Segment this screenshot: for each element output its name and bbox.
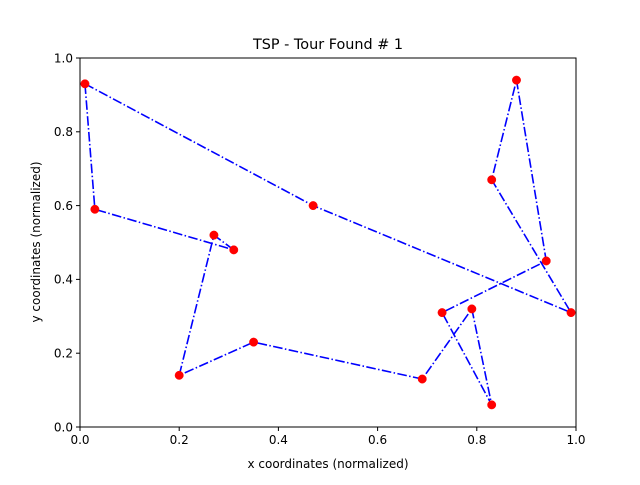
y-tick-label: 0.6: [54, 199, 73, 213]
plot-frame: [79, 57, 577, 428]
y-tick-label: 1.0: [54, 51, 73, 65]
x-tick-label: 1.0: [566, 433, 585, 447]
city-point: [512, 75, 521, 85]
x-tick-label: 0.8: [467, 433, 486, 447]
city-point: [174, 370, 184, 380]
x-tick-label: 0.6: [368, 433, 387, 447]
city-point: [209, 230, 219, 240]
y-axis-label: y coordinates (normalized): [29, 161, 43, 322]
y-tick-label: 0.4: [54, 273, 73, 287]
city-point: [90, 204, 100, 214]
x-axis-label: x coordinates (normalized): [247, 457, 408, 471]
chart-title: TSP - Tour Found # 1: [252, 37, 403, 53]
city-point: [437, 308, 447, 318]
city-point: [308, 201, 318, 211]
y-tick-label: 0.0: [54, 420, 73, 434]
plot-area: 0.0 0.2 0.4 0.6 0.8 1.0 0.0 0.2 0.4 0.6 0.8 1.0: [54, 51, 586, 447]
city-point: [566, 308, 576, 318]
y-tick-label: 0.2: [54, 347, 73, 361]
city-point: [467, 304, 477, 314]
city-point: [80, 79, 90, 89]
city-point: [229, 245, 239, 255]
x-tick-label: 0.4: [269, 433, 288, 447]
city-point: [487, 175, 497, 185]
city-point: [487, 400, 497, 410]
city-point: [249, 337, 259, 347]
x-tick-label: 0.0: [70, 433, 89, 447]
x-tick-label: 0.2: [170, 433, 189, 447]
city-point: [417, 374, 427, 384]
tour-path-line: [84, 79, 572, 406]
city-point: [541, 256, 551, 266]
y-tick-label: 0.8: [54, 125, 73, 139]
